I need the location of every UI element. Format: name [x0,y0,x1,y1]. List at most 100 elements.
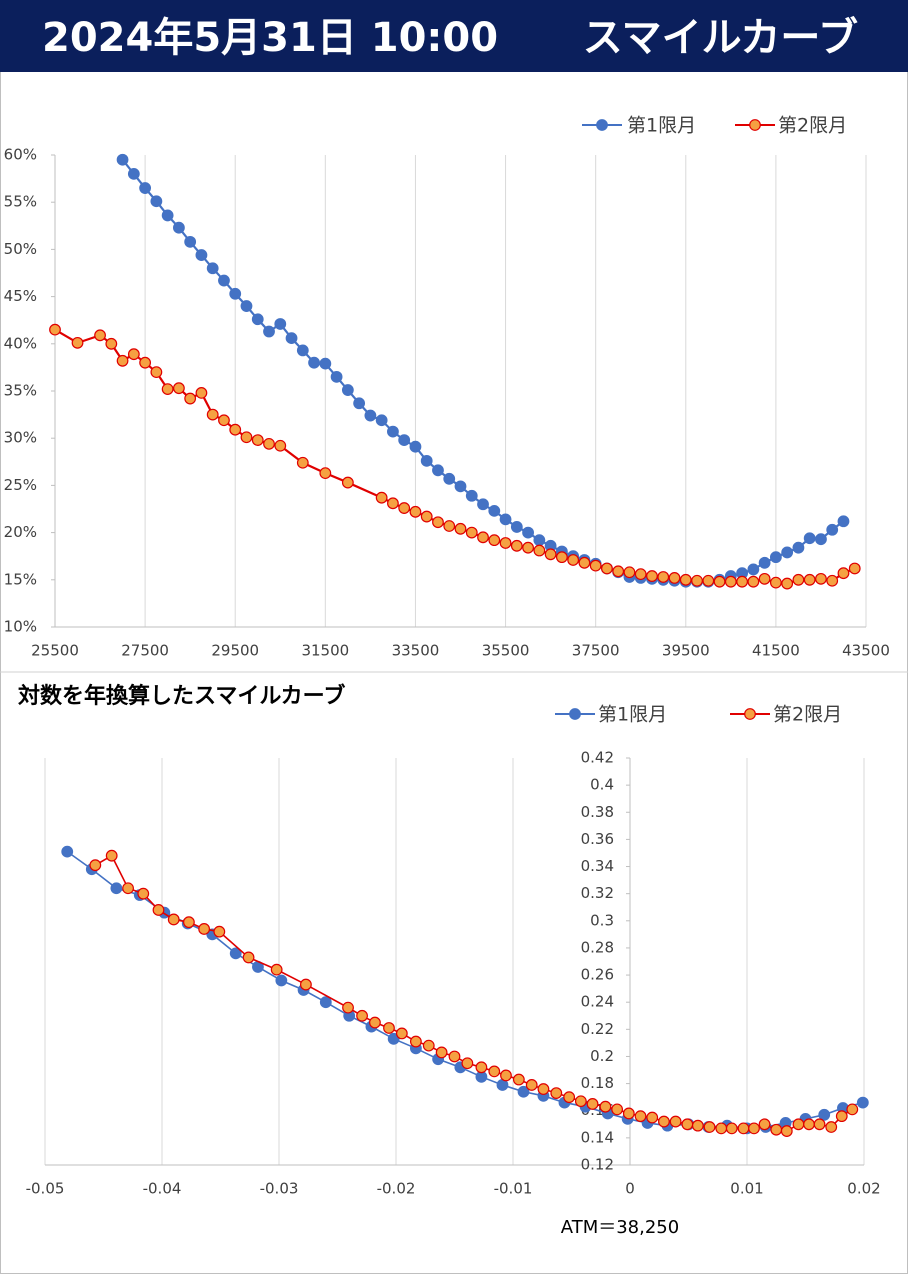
y-tick-label: 0.28 [581,938,614,956]
marker [229,947,242,960]
marker [599,1100,612,1113]
marker [747,575,760,588]
marker [813,1118,826,1131]
marker [387,425,399,438]
marker [110,882,123,895]
marker [218,274,230,287]
marker [691,574,703,587]
legend-marker [749,119,761,131]
marker [837,567,850,580]
marker [781,577,794,590]
x-tick-label: 37500 [572,642,620,660]
marker [369,1016,381,1029]
marker [488,504,501,517]
marker [725,1122,738,1135]
x-tick-label: 41500 [752,642,800,660]
marker [285,332,298,345]
marker [758,572,771,585]
marker [567,554,580,566]
marker [409,440,422,453]
marker [251,434,264,446]
marker [465,489,478,502]
y-tick-label: 15% [4,570,37,588]
marker [747,563,760,576]
marker [330,370,343,383]
header-date: 2024年5月31日 10:00 [42,15,498,61]
marker [395,1027,408,1040]
marker [263,437,275,450]
marker [537,1083,550,1095]
y-tick-label: 0.32 [581,884,614,902]
marker [691,1119,704,1132]
marker [702,574,715,587]
marker [150,366,163,379]
marker [150,195,163,208]
x-tick-label: 31500 [301,642,349,660]
marker [574,1095,587,1108]
marker [578,556,591,569]
marker [601,562,613,575]
marker [715,1122,728,1135]
marker [454,480,467,493]
marker [105,337,118,350]
marker [139,182,152,194]
marker [499,513,512,526]
marker [398,502,411,514]
legend-label: 第2限月 [773,704,842,726]
marker [837,515,850,528]
marker [71,336,84,349]
y-tick-label: 45% [4,287,37,305]
marker [769,551,782,564]
marker [815,572,827,585]
marker [161,209,174,222]
marker [263,325,275,338]
marker [544,548,557,561]
marker [167,913,180,926]
marker [846,1103,859,1116]
marker [161,383,174,396]
header-bar [0,0,908,72]
marker [319,357,332,370]
legend-label: 第2限月 [778,115,847,137]
marker [748,1122,760,1135]
marker [213,925,226,938]
marker [475,1061,488,1074]
marker [443,520,456,532]
marker [517,1085,530,1098]
y-tick-label: 25% [4,476,37,494]
marker [183,916,195,929]
x-tick-label: 29500 [211,642,259,660]
x-tick-label: -0.03 [260,1180,299,1198]
marker [815,533,827,546]
marker [274,318,287,330]
marker [122,882,134,895]
marker [387,497,399,510]
marker [173,382,185,395]
marker [435,1046,448,1059]
marker [375,491,388,504]
marker [634,568,647,581]
marker [669,1115,682,1128]
marker [724,575,737,588]
marker [105,849,118,862]
marker [856,1096,869,1109]
marker [300,978,312,991]
chart-title: 対数を年換算したスマイルカーブ [18,683,345,709]
marker [488,1065,501,1078]
y-tick-label: 0.12 [581,1156,614,1174]
x-tick-label: 35500 [482,642,530,660]
x-tick-label: 27500 [121,642,169,660]
x-tick-label: -0.04 [143,1180,182,1198]
x-tick-label: -0.05 [26,1180,65,1198]
marker [173,221,185,234]
marker [127,348,140,361]
marker [137,887,150,900]
marker [116,153,129,166]
marker [319,996,332,1009]
y-tick-label: 0.22 [581,1020,614,1038]
marker [198,923,211,935]
y-tick-label: 20% [4,523,37,541]
y-tick-label: 0.24 [581,993,614,1011]
marker [825,1121,838,1133]
